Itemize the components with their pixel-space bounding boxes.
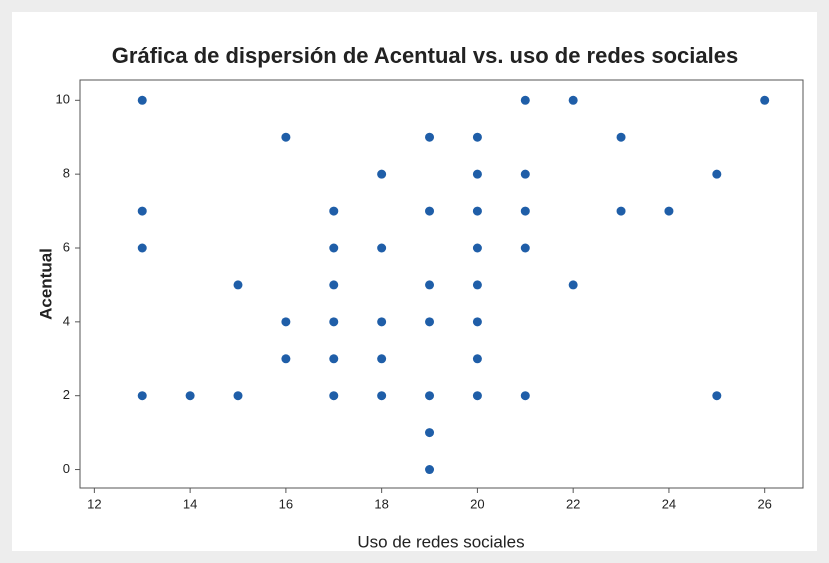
y-tick-label: 10 [56,92,70,107]
y-axis-label: Acentual [36,248,55,320]
point [472,391,482,401]
point [137,206,147,216]
y-tick-label: 4 [63,313,70,328]
point [425,206,435,216]
point [664,206,674,216]
point [377,169,387,179]
point [616,132,626,142]
x-tick-label: 24 [662,496,676,511]
point [233,391,243,401]
point [520,243,530,253]
point [472,206,482,216]
point [425,280,435,290]
point [377,317,387,327]
point [616,206,626,216]
point [568,280,578,290]
x-tick-label: 22 [566,496,580,511]
point [377,354,387,364]
point [472,169,482,179]
point [329,280,339,290]
y-tick-label: 2 [63,387,70,402]
x-tick-label: 20 [470,496,484,511]
y-tick-label: 8 [63,166,70,181]
point [472,317,482,327]
point [137,95,147,105]
point [377,243,387,253]
point [329,354,339,364]
point [712,391,722,401]
y-tick-label: 6 [63,239,70,254]
point [425,428,435,438]
point [137,391,147,401]
point [377,391,387,401]
point [472,132,482,142]
point [520,206,530,216]
x-tick-label: 12 [87,496,101,511]
point [472,280,482,290]
point [472,243,482,253]
point [329,243,339,253]
point [329,391,339,401]
point [329,317,339,327]
point [568,95,578,105]
point [281,354,291,364]
x-tick-label: 14 [183,496,197,511]
point [425,317,435,327]
point [329,206,339,216]
x-tick-label: 18 [374,496,388,511]
x-tick-label: 26 [757,496,771,511]
point [520,391,530,401]
point [281,132,291,142]
point [520,95,530,105]
plot-area [79,79,804,489]
point [520,169,530,179]
point [425,465,435,475]
chart-title: Gráfica de dispersión de Acentual vs. us… [112,43,738,68]
point [472,354,482,364]
point [712,169,722,179]
point [760,95,770,105]
point [281,317,291,327]
x-axis-label: Uso de redes sociales [357,532,524,551]
point [185,391,195,401]
point [425,132,435,142]
x-tick-label: 16 [279,496,293,511]
point [425,391,435,401]
y-tick-label: 0 [63,461,70,476]
point [233,280,243,290]
point [137,243,147,253]
